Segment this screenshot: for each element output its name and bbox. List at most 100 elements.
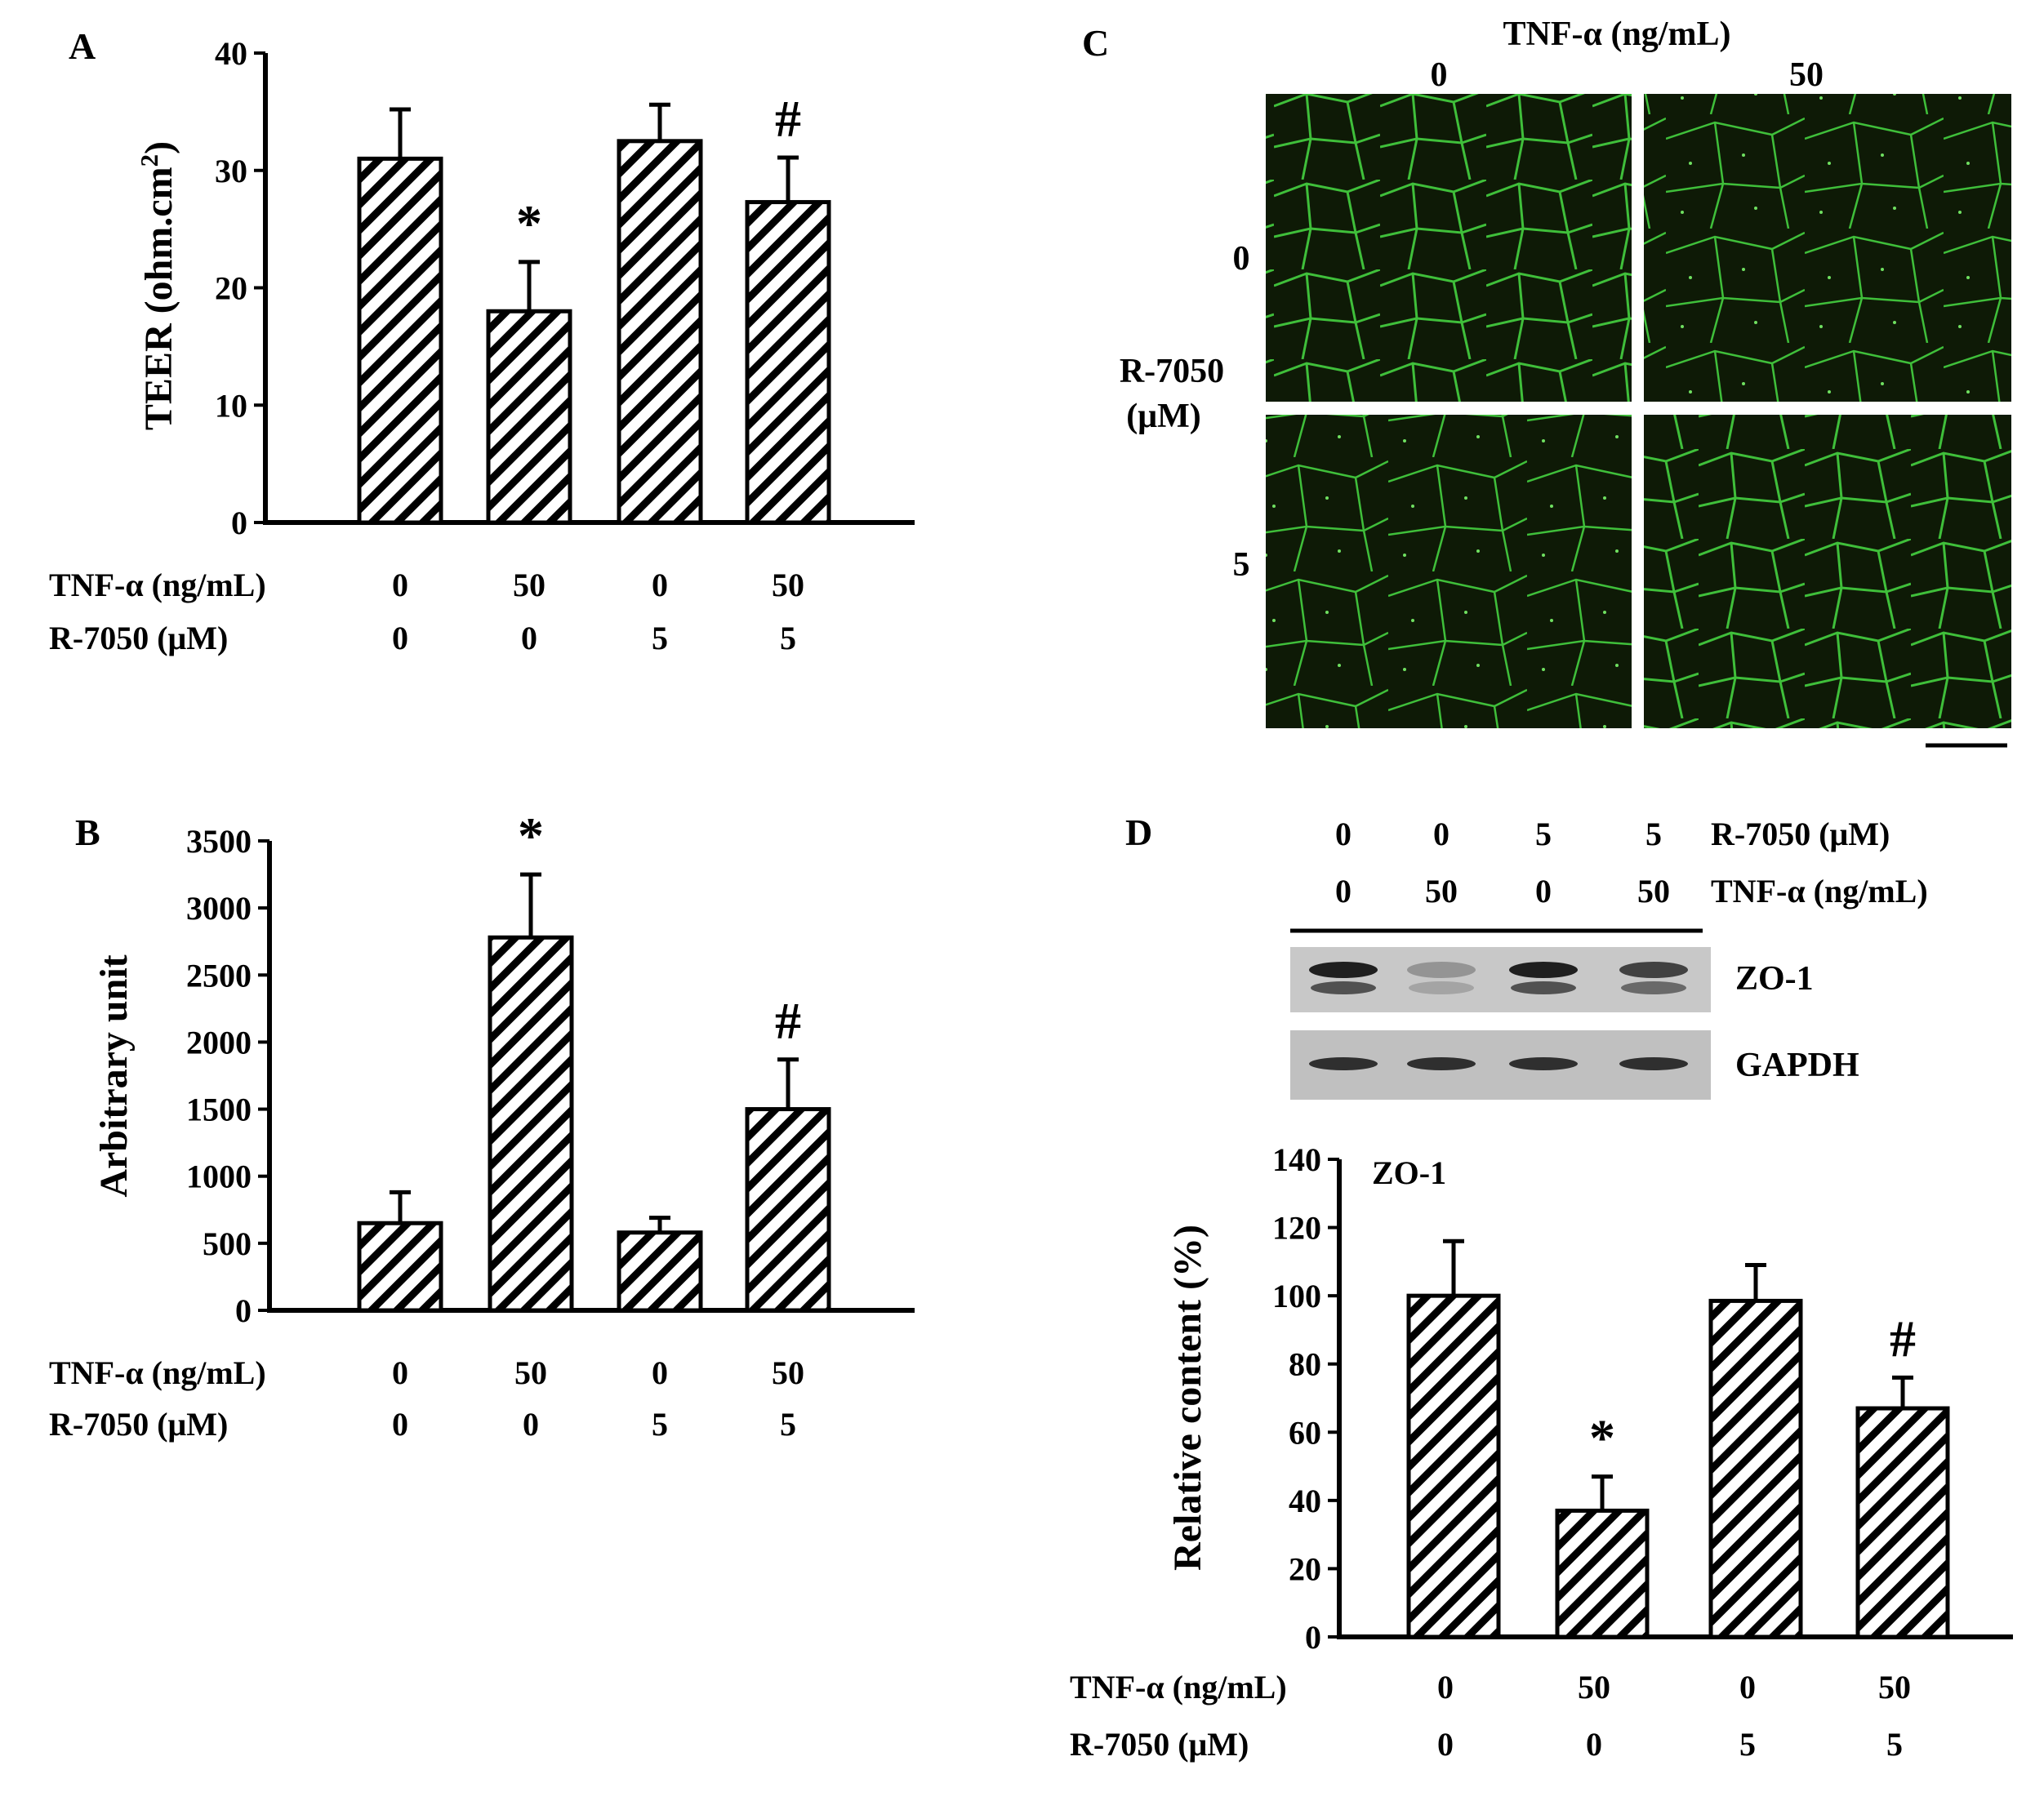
micrograph-control [1266,94,1632,402]
bar [617,1230,703,1313]
condition-label: TNF-α (ng/mL) [1070,1669,1287,1705]
zo1-band-lower [1511,981,1576,994]
condition-label: TNF-α (ng/mL) [49,1354,266,1391]
condition-value: 0 [1437,1669,1454,1705]
condition-value: 5 [1886,1726,1903,1763]
blot-tnf-label: TNF-α (ng/mL) [1711,873,1928,909]
y-tick-label: 20 [1289,1550,1321,1587]
y-tick-label: 0 [1305,1619,1321,1656]
y-tick-label: 3500 [186,823,252,860]
condition-value: 5 [1739,1726,1756,1763]
condition-label: R-7050 (μM) [49,620,228,656]
bar [745,200,831,525]
condition-label: R-7050 (μM) [49,1406,228,1443]
panel-letter-c: C [1082,22,1109,64]
significance-marker: * [518,807,544,865]
blot-tnf-lane-2: 50 [1425,873,1458,909]
panel-a: A 0 10 20 30 40 TEER (ohm.cm2) * # TNF-α (ng/mL)… [49,25,915,656]
blot-lane-labels: 0 0 5 5 R-7050 (μM) 0 50 0 50 TNF-α (ng/… [1335,816,1928,909]
blot-r7050-label: R-7050 (μM) [1711,816,1890,852]
bar [1855,1406,1950,1639]
y-tick-label: 10 [215,387,247,424]
blot-r7050-lane-1: 0 [1335,816,1352,852]
y-tick-label: 2500 [186,957,252,994]
panel-d-plot: 0 20 40 60 80 100 120 140 Relative content (%) ZO… [1070,1141,2013,1763]
zo1-band-lower [1621,981,1686,994]
y-tick-label: 140 [1272,1141,1321,1178]
bar [1406,1293,1501,1639]
gapdh-band [1407,1057,1476,1070]
y-tick-label: 40 [1289,1483,1321,1519]
bar [745,1107,831,1313]
y-tick-label: 3000 [186,890,252,927]
y-tick-label: 20 [215,270,247,307]
gapdh-band [1509,1057,1578,1070]
panel-letter-d: D [1125,812,1152,853]
significance-marker: * [516,194,542,252]
blot-r7050-lane-4: 5 [1645,816,1662,852]
panel-c: C TNF-α (ng/mL) 0 50 0 R-7050 (μM) 5 [1082,16,2011,748]
y-tick-label: 30 [215,153,247,189]
panel-c-row-label-5: 5 [1233,546,1250,584]
gapdh-band [1309,1057,1378,1070]
bar [1555,1508,1650,1639]
panel-c-row-label-0: 0 [1233,240,1250,278]
bar [357,1221,443,1313]
y-axis-label: TEER (ohm.cm2) [135,141,181,430]
condition-value: 0 [392,620,408,656]
panel-a-plot: 0 10 20 30 40 TEER (ohm.cm2) * # TNF-α (ng/mL) 0 5… [49,35,915,656]
blot-label-zo1: ZO-1 [1735,960,1814,998]
condition-value: 0 [392,1406,408,1443]
condition-value: 0 [392,1354,408,1391]
significance-marker: # [775,992,801,1050]
bar [357,156,443,525]
condition-value: 0 [521,620,537,656]
micrograph-tnf [1644,94,2011,402]
panel-c-side-label-line2: (μM) [1126,398,1200,435]
y-tick-label: 0 [231,505,247,541]
condition-value: 0 [1586,1726,1602,1763]
panel-letter-b: B [75,812,100,853]
y-tick-label: 2000 [186,1024,252,1061]
y-tick-label: 100 [1272,1278,1321,1314]
blot-zo1-strip [1290,947,1711,1012]
bar [617,139,703,525]
blot-r7050-lane-3: 5 [1535,816,1552,852]
significance-marker: * [1589,1409,1615,1467]
panel-c-col-label-0: 0 [1431,56,1448,94]
condition-value: 5 [780,1406,796,1443]
blot-label-gapdh: GAPDH [1735,1047,1859,1084]
y-tick-label: 60 [1289,1414,1321,1451]
bar [1708,1298,1803,1639]
condition-value: 5 [652,620,668,656]
zo1-band-upper [1309,962,1378,978]
micrograph-tnf-r7050 [1644,415,2011,728]
condition-value: 0 [652,567,668,603]
blot-tnf-lane-3: 0 [1535,873,1552,909]
blot-r7050-lane-2: 0 [1433,816,1450,852]
condition-label: R-7050 (μM) [1070,1726,1249,1763]
zo1-band-lower [1311,981,1376,994]
zo1-band-upper [1509,962,1578,978]
panel-d: D 0 0 5 5 R-7050 (μM) 0 50 0 50 TNF-α (n… [1070,812,2013,1763]
blot-tnf-lane-4: 50 [1637,873,1670,909]
condition-label: TNF-α (ng/mL) [49,567,266,603]
y-tick-label: 500 [203,1225,252,1262]
panel-letter-a: A [69,25,96,67]
bar [488,935,574,1313]
bar [486,309,572,525]
chart-inset-label: ZO-1 [1372,1154,1446,1191]
condition-value: 0 [392,567,408,603]
y-tick-label: 0 [235,1292,252,1329]
y-axis-label: Relative content (%) [1166,1225,1209,1571]
significance-marker: # [775,90,801,148]
condition-value: 0 [523,1406,539,1443]
y-tick-label: 120 [1272,1210,1321,1247]
condition-value: 0 [1437,1726,1454,1763]
condition-value: 0 [1739,1669,1756,1705]
panel-c-top-title: TNF-α (ng/mL) [1503,16,1731,53]
significance-marker: # [1890,1310,1916,1367]
condition-value: 5 [652,1406,668,1443]
blot-tnf-lane-1: 0 [1335,873,1352,909]
